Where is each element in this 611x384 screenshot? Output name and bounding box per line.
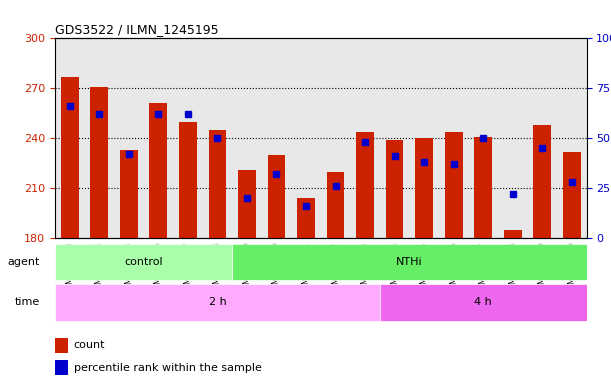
Bar (90, 87, 108, 238)
Bar (238, 170, 256, 238)
Text: percentile rank within the sample: percentile rank within the sample (73, 362, 262, 373)
FancyBboxPatch shape (55, 284, 380, 321)
Text: 4 h: 4 h (474, 297, 492, 308)
FancyBboxPatch shape (380, 284, 587, 321)
Bar (533, 125, 551, 238)
Bar (445, 132, 463, 238)
Bar (120, 150, 137, 238)
Bar (563, 152, 580, 238)
Bar (150, 103, 167, 238)
Bar (61, 77, 79, 238)
Bar (356, 132, 374, 238)
Bar (327, 172, 345, 238)
Bar (386, 140, 403, 238)
FancyBboxPatch shape (232, 244, 587, 280)
Text: time: time (15, 297, 40, 308)
Text: GDS3522 / ILMN_1245195: GDS3522 / ILMN_1245195 (55, 23, 219, 36)
Bar (415, 138, 433, 238)
Bar (474, 137, 492, 238)
Text: NTHi: NTHi (396, 257, 423, 267)
Text: 2 h: 2 h (208, 297, 226, 308)
Bar (268, 155, 285, 238)
Bar (55, 360, 68, 375)
Bar (297, 198, 315, 238)
FancyBboxPatch shape (55, 244, 232, 280)
Bar (179, 122, 197, 238)
Bar (55, 338, 68, 353)
Text: count: count (73, 340, 105, 350)
Bar (208, 130, 226, 238)
Bar (504, 230, 522, 238)
Text: control: control (124, 257, 163, 267)
Text: agent: agent (8, 257, 40, 267)
